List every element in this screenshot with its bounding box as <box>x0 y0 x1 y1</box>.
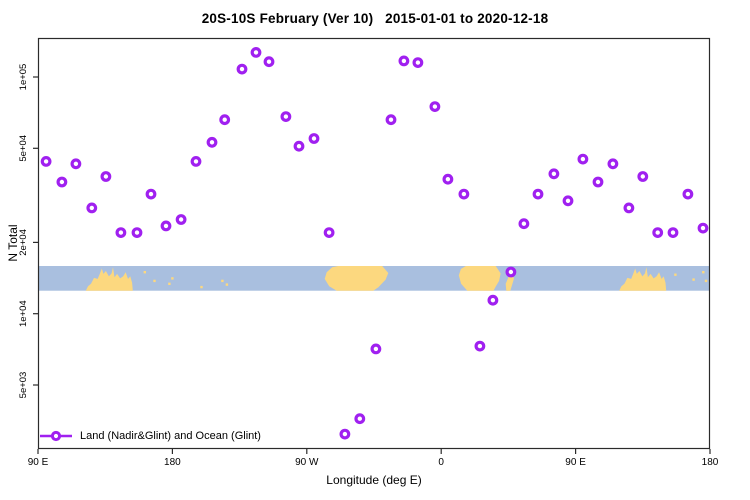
data-point <box>532 188 544 200</box>
land-patch-africa <box>458 266 501 291</box>
data-point <box>429 101 441 112</box>
land-patch-madagascar <box>505 273 514 291</box>
data-point <box>293 140 305 152</box>
island-dot <box>143 271 146 274</box>
y-tick-label: 1e+04 <box>18 300 29 327</box>
y-tick-label: 5e+04 <box>18 135 29 162</box>
legend-marker-icon <box>40 430 72 442</box>
data-point <box>548 168 560 180</box>
data-point <box>607 158 619 170</box>
legend-label: Land (Nadir&Glint) and Ocean (Glint) <box>80 430 261 442</box>
data-point <box>562 195 574 207</box>
island-dot <box>692 278 695 281</box>
data-point <box>487 294 499 306</box>
x-tick-label: 180 <box>702 457 719 468</box>
data-point <box>637 171 649 182</box>
land-patch-australia <box>85 267 133 291</box>
island-dot <box>221 279 224 283</box>
land-patch-south-america <box>324 266 389 291</box>
data-point <box>280 111 292 122</box>
data-point <box>145 188 157 200</box>
data-point <box>250 47 262 58</box>
y-tick-label: 5e+03 <box>18 372 29 399</box>
island-dot <box>674 273 677 276</box>
data-point <box>339 428 351 440</box>
data-point <box>354 413 366 425</box>
data-point <box>40 155 52 167</box>
x-tick-label: 90 W <box>295 457 319 468</box>
data-point <box>131 227 143 239</box>
data-point <box>308 133 320 144</box>
data-point <box>190 155 202 167</box>
x-tick-label: 90 E <box>565 457 586 468</box>
data-point <box>398 55 410 67</box>
data-point <box>385 114 397 126</box>
data-point <box>505 266 517 278</box>
plot-border <box>37 37 711 450</box>
data-point <box>323 227 335 239</box>
data-point <box>115 227 127 239</box>
data-point <box>577 153 589 165</box>
data-point <box>667 227 679 239</box>
data-point <box>86 202 98 214</box>
x-tick-label: 90 E <box>28 457 49 468</box>
data-point <box>160 220 172 232</box>
x-axis-title: Longitude (deg E) <box>326 473 422 487</box>
x-tick-label: 0 <box>438 457 444 468</box>
y-tick-label: 2e+04 <box>18 229 29 256</box>
x-tick-label: 180 <box>164 457 181 468</box>
island-dot <box>704 279 708 283</box>
island-dot <box>200 285 203 289</box>
chart-title: 20S-10S February (Ver 10) 2015-01-01 to … <box>201 11 549 26</box>
y-tick-label: 1e+05 <box>18 64 29 91</box>
data-point <box>652 227 664 239</box>
island-dot <box>225 283 229 286</box>
data-point <box>592 176 604 188</box>
island-dot <box>171 277 174 280</box>
land-patch-australia-repeat <box>619 267 667 291</box>
data-point <box>518 218 530 230</box>
data-point <box>458 188 470 200</box>
data-point <box>100 171 112 182</box>
data-point <box>263 56 275 68</box>
data-point <box>56 176 68 188</box>
data-point <box>206 136 218 148</box>
data-point <box>219 114 231 126</box>
data-point <box>623 202 635 214</box>
data-point <box>442 173 454 185</box>
island-dot <box>168 282 171 285</box>
data-point <box>175 214 187 225</box>
data-point <box>474 340 486 352</box>
island-dot <box>702 271 705 274</box>
data-point <box>682 188 694 200</box>
data-point <box>697 222 709 234</box>
legend: Land (Nadir&Glint) and Ocean (Glint) <box>39 428 261 444</box>
data-point <box>412 57 424 68</box>
data-point <box>370 343 382 355</box>
data-point <box>70 158 82 170</box>
data-point <box>236 63 248 75</box>
island-dot <box>153 279 156 283</box>
